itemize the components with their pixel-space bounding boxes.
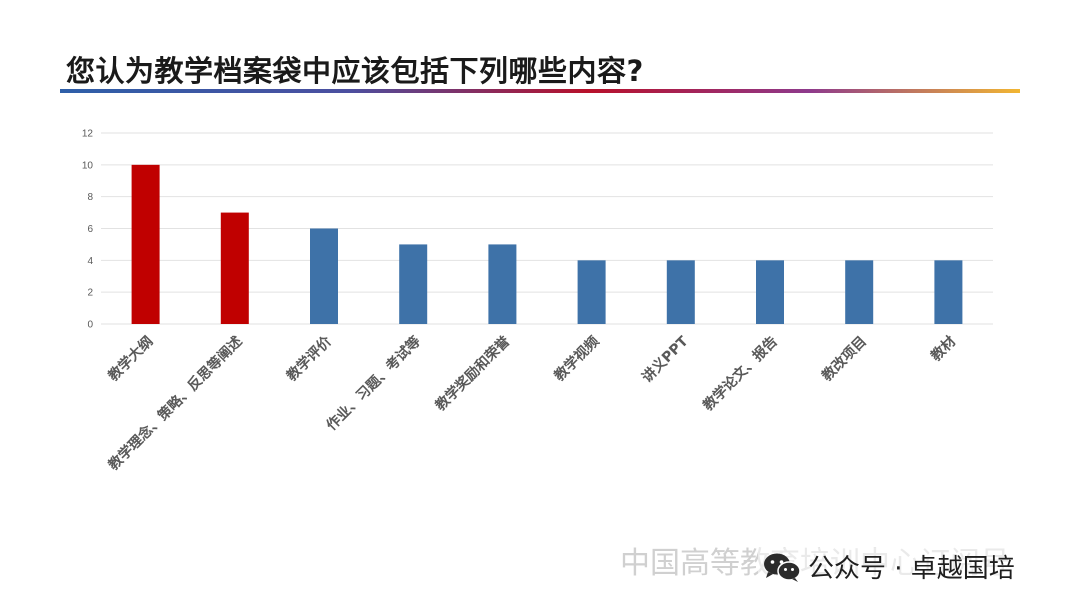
bar-10 (934, 260, 963, 324)
bar-7 (666, 260, 695, 324)
bar-1 (131, 164, 160, 324)
bar-2 (220, 212, 249, 324)
y-tick-label: 12 (82, 129, 94, 140)
x-category-label: 教学视频 (551, 333, 603, 385)
y-tick-label: 0 (87, 320, 93, 331)
title-underline (60, 89, 1020, 93)
bar-3 (310, 228, 338, 324)
x-category-label: 作业、习题、考试等 (323, 333, 424, 434)
y-tick-label: 8 (87, 192, 93, 203)
x-category-label: 教学评价 (283, 332, 335, 384)
wechat-brand: 公众号 · 卓越国培 (758, 548, 1019, 585)
x-category-label: 教学奖励和荣誉 (432, 332, 514, 414)
wechat-brand-label: 公众号 · 卓越国培 (808, 554, 1015, 584)
y-tick-label: 10 (82, 160, 94, 171)
bar-8 (756, 260, 784, 324)
x-category-label: 讲义PPT (639, 332, 692, 385)
bar-9 (845, 260, 874, 324)
y-tick-label: 4 (87, 256, 93, 267)
bar-5 (488, 244, 517, 324)
slide-title: 您认为教学档案袋中应该包括下列哪些内容? (66, 54, 644, 88)
x-category-label: 教学论文、报告 (700, 333, 781, 414)
y-tick-label: 6 (87, 224, 93, 235)
x-category-label: 教材 (927, 333, 959, 365)
x-category-label: 教改项目 (818, 333, 870, 385)
y-tick-label: 2 (87, 288, 93, 299)
x-category-label: 教学大纲 (105, 333, 157, 385)
bar-4 (399, 244, 428, 324)
wechat-icon (764, 553, 801, 582)
bar-6 (577, 260, 606, 324)
